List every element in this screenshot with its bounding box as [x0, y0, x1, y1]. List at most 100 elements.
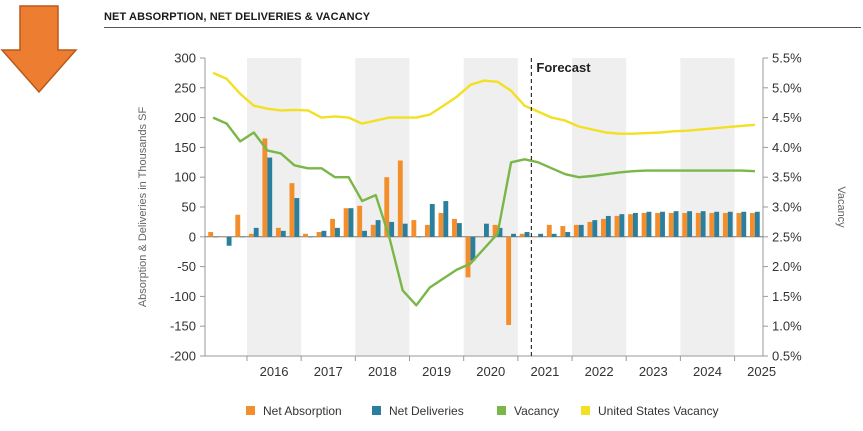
- net-absorption-bar: [357, 205, 363, 237]
- net-absorption-bar: [492, 224, 498, 237]
- y2-tick-label: 1.0%: [772, 319, 802, 334]
- net-absorption-bar: [221, 236, 227, 238]
- x-tick-label: 2021: [530, 364, 559, 379]
- net-deliveries-bar: [687, 211, 693, 237]
- x-tick-label: 2025: [747, 364, 776, 379]
- net-absorption-bar: [262, 138, 268, 237]
- net-deliveries-bar: [511, 233, 516, 237]
- arrow-down-icon: [0, 5, 78, 94]
- net-deliveries-bar: [226, 236, 232, 246]
- net-absorption-bar: [641, 212, 647, 237]
- net-deliveries-bar: [565, 232, 571, 237]
- title-divider: [104, 27, 861, 28]
- x-tick-label: 2022: [585, 364, 614, 379]
- net-absorption-bar: [519, 233, 525, 237]
- net-deliveries-bar: [267, 157, 273, 237]
- net-absorption-bar: [749, 212, 755, 237]
- y2-tick-label: 0.5%: [772, 349, 802, 364]
- net-deliveries-bar: [280, 230, 286, 237]
- x-tick-label: 2024: [693, 364, 722, 379]
- net-deliveries-bar: [551, 233, 557, 237]
- net-deliveries-bar: [673, 211, 679, 237]
- net-deliveries-bar: [307, 236, 313, 238]
- y-tick-label: 50: [182, 200, 196, 215]
- legend: Net Absorption Net Deliveries Vacancy Unite…: [246, 404, 719, 418]
- y2-tick-label: 5.5%: [772, 51, 802, 66]
- net-absorption-bar: [424, 224, 430, 237]
- net-absorption-bar: [208, 232, 214, 237]
- y2-tick-label: 3.5%: [772, 170, 802, 185]
- net-deliveries-bar: [294, 198, 300, 237]
- net-deliveries-bar: [524, 232, 530, 237]
- net-deliveries-bar: [335, 227, 340, 237]
- y-tick-label: -200: [170, 349, 196, 364]
- bar-series: [208, 138, 760, 326]
- net-absorption-bar: [370, 224, 376, 237]
- net-deliveries-bar: [240, 236, 246, 238]
- net-deliveries-bar: [727, 211, 733, 237]
- net-absorption-bar: [411, 220, 417, 237]
- vacancy-line: [212, 116, 755, 307]
- net-absorption-bar: [235, 214, 241, 237]
- y-tick-label: 150: [174, 140, 196, 155]
- net-deliveries-bar: [578, 224, 584, 237]
- net-absorption-bar: [275, 227, 281, 237]
- net-deliveries-bar: [375, 220, 381, 237]
- year-band-2022: [572, 58, 627, 356]
- net-absorption-bar: [397, 160, 403, 237]
- net-absorption-bar: [682, 212, 688, 237]
- forecast-label: Forecast: [536, 60, 591, 75]
- net-deliveries-bar: [348, 208, 354, 237]
- net-deliveries-bar: [619, 214, 625, 237]
- net-absorption-bar: [303, 233, 308, 237]
- y2-tick-label: 2.0%: [772, 259, 802, 274]
- legend-label: Net Deliveries: [389, 404, 464, 418]
- net-absorption-bar: [587, 221, 593, 237]
- net-absorption-bar: [736, 212, 742, 237]
- legend-swatch: [581, 406, 590, 415]
- y-tick-label: 200: [174, 110, 196, 125]
- net-absorption-bar: [668, 212, 674, 237]
- y2-tick-label: 4.0%: [772, 140, 802, 155]
- net-deliveries-bar: [362, 230, 367, 237]
- legend-swatch: [246, 406, 255, 415]
- y-tick-label: 250: [174, 80, 196, 95]
- net-absorption-bar: [533, 236, 539, 238]
- net-deliveries-bar: [700, 211, 706, 237]
- net-absorption-bar: [343, 208, 349, 237]
- net-absorption-bar: [695, 212, 701, 237]
- net-absorption-bar: [601, 218, 606, 237]
- net-absorption-bar: [465, 236, 471, 278]
- y-tick-label: -50: [177, 259, 196, 274]
- net-absorption-bar: [628, 214, 633, 237]
- legend-label: Net Absorption: [263, 404, 342, 418]
- net-deliveries-bar: [416, 236, 422, 238]
- legend-swatch: [372, 406, 381, 415]
- net-deliveries-bar: [389, 221, 395, 237]
- y2-axis-title: Vacancy: [835, 186, 847, 228]
- net-absorption-bar: [248, 233, 254, 237]
- net-deliveries-bar: [632, 212, 638, 237]
- net-deliveries-bar: [484, 223, 489, 237]
- y-tick-label: 100: [174, 170, 196, 185]
- net-absorption-bar: [384, 177, 390, 237]
- net-absorption-bar: [479, 236, 484, 238]
- forecast-marker: Forecast: [530, 58, 591, 356]
- y-tick-label: -150: [170, 319, 196, 334]
- net-deliveries-bar: [741, 211, 747, 237]
- net-deliveries-bar: [213, 236, 219, 238]
- x-tick-label: 2016: [260, 364, 289, 379]
- legend-label: Vacancy: [514, 404, 559, 418]
- net-deliveries-bar: [497, 227, 503, 237]
- net-absorption-bar: [614, 215, 620, 237]
- net-absorption-bar: [546, 224, 552, 237]
- net-absorption-bar: [573, 224, 579, 237]
- x-tick-label: 2017: [314, 364, 343, 379]
- legend-swatch: [497, 406, 506, 415]
- y-axis-title: Absorption & Deliveries in Thousands SF: [137, 107, 149, 308]
- net-deliveries-bar: [321, 230, 327, 237]
- y-tick-label: 0: [189, 229, 196, 244]
- net-absorption-bar: [330, 218, 336, 237]
- net-deliveries-bar: [470, 236, 476, 261]
- net-deliveries-bar: [443, 201, 449, 237]
